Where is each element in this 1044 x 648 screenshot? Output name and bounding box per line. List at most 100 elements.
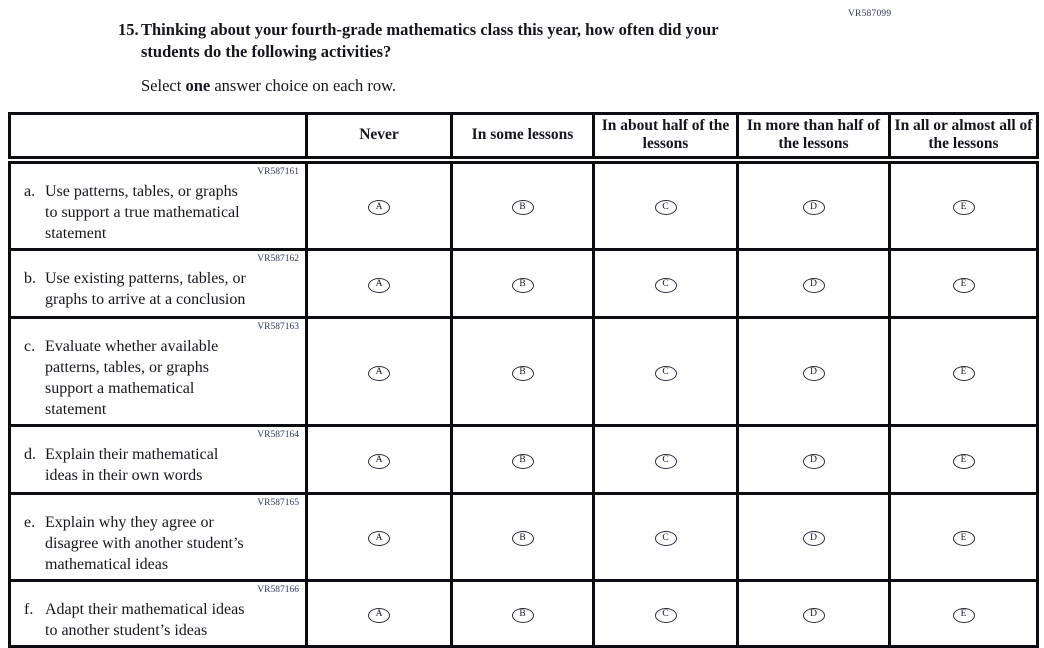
answer-bubble-c-half[interactable]: C <box>654 365 677 381</box>
answer-bubble-b-more[interactable]: D <box>802 277 825 293</box>
answer-bubble-d-never[interactable]: A <box>368 453 390 469</box>
answer-cell: C <box>592 578 739 648</box>
answer-bubble-c-all[interactable]: E <box>952 365 975 381</box>
column-header-more-than-half: In more than half of the lessons <box>736 112 891 164</box>
item-code: VR587165 <box>257 497 299 508</box>
answer-cell: D <box>736 158 891 251</box>
item-letter: b. <box>24 269 36 287</box>
answer-cell: A <box>305 491 453 582</box>
answer-cell: C <box>592 158 739 251</box>
answer-bubble-c-some[interactable]: B <box>511 365 534 381</box>
answer-cell: E <box>888 578 1039 648</box>
answer-bubble-e-some[interactable]: B <box>511 531 534 547</box>
answer-bubble-f-all[interactable]: E <box>952 607 975 623</box>
header-row: Never In some lessons In about half of t… <box>8 112 1039 164</box>
table-row-f: VR587166 f. Adapt their mathematical ide… <box>8 578 1039 648</box>
answer-cell: E <box>888 423 1039 495</box>
answer-bubble-a-some[interactable]: B <box>511 200 534 216</box>
item-letter: d. <box>24 445 36 463</box>
item-code: VR587163 <box>257 321 299 332</box>
answer-bubble-a-all[interactable]: E <box>952 200 975 216</box>
instruction-suffix: answer choice on each row. <box>210 76 397 95</box>
answer-cell: B <box>450 315 595 427</box>
answer-bubble-e-more[interactable]: D <box>802 531 825 547</box>
item-text: Use patterns, tables, or graphs to suppor… <box>45 182 240 242</box>
answer-bubble-b-never[interactable]: A <box>368 277 390 293</box>
answer-cell: D <box>736 578 891 648</box>
answer-cell: C <box>592 247 739 319</box>
item-code: VR587164 <box>257 429 299 440</box>
table-row-e: VR587165 e. Explain why they agree or dis… <box>8 491 1039 582</box>
item-text: Adapt their mathematical ideas to another… <box>45 600 245 639</box>
answer-bubble-b-all[interactable]: E <box>952 277 975 293</box>
column-header-some-lessons: In some lessons <box>450 112 595 164</box>
table-row-b: VR587162 b. Use existing patterns, table… <box>8 247 1039 319</box>
answer-cell: C <box>592 423 739 495</box>
answer-bubble-d-half[interactable]: C <box>654 453 677 469</box>
item-label-cell: VR587163 c. Evaluate whether available pa… <box>8 315 308 427</box>
answer-cell: A <box>305 315 453 427</box>
answer-cell: D <box>736 491 891 582</box>
answer-cell: B <box>450 491 595 582</box>
item-text: Explain their mathematical ideas in their… <box>45 445 219 484</box>
answer-bubble-a-more[interactable]: D <box>802 200 825 216</box>
item-text: Explain why they agree or disagree with a… <box>45 513 244 573</box>
answer-cell: B <box>450 247 595 319</box>
item-label-cell: VR587164 d. Explain their mathematical id… <box>8 423 308 495</box>
answer-bubble-d-all[interactable]: E <box>952 453 975 469</box>
answer-bubble-f-some[interactable]: B <box>511 607 534 623</box>
instruction-bold: one <box>185 76 211 95</box>
item-label-cell: VR587166 f. Adapt their mathematical ide… <box>8 578 308 648</box>
column-header-all-lessons: In all or almost all of the lessons <box>888 112 1039 164</box>
item-letter: a. <box>24 182 36 200</box>
answer-cell: A <box>305 578 453 648</box>
answer-cell: E <box>888 247 1039 319</box>
item-text: Use existing patterns, tables, or graphs … <box>45 269 246 308</box>
answer-cell: D <box>736 247 891 319</box>
answer-cell: B <box>450 158 595 251</box>
answer-bubble-e-all[interactable]: E <box>952 531 975 547</box>
answer-bubble-b-some[interactable]: B <box>511 277 534 293</box>
instruction-text: Select one answer choice on each row. <box>141 76 719 96</box>
question-text: Thinking about your fourth-grade mathema… <box>141 19 719 63</box>
item-label-cell: VR587165 e. Explain why they agree or dis… <box>8 491 308 582</box>
answer-cell: E <box>888 158 1039 251</box>
answer-bubble-d-some[interactable]: B <box>511 453 534 469</box>
answer-cell: C <box>592 315 739 427</box>
instruction-prefix: Select <box>141 76 186 95</box>
answer-cell: B <box>450 578 595 648</box>
item-code: VR587161 <box>257 166 299 177</box>
answer-cell: D <box>736 315 891 427</box>
question-line: students do the following activities? <box>141 42 392 61</box>
question-block: 15. Thinking about your fourth-grade mat… <box>118 19 719 96</box>
answer-bubble-e-half[interactable]: C <box>654 531 677 547</box>
answer-cell: A <box>305 423 453 495</box>
answer-bubble-f-never[interactable]: A <box>368 607 390 623</box>
answer-cell: E <box>888 491 1039 582</box>
question-table: Never In some lessons In about half of t… <box>8 112 1039 648</box>
answer-cell: D <box>736 423 891 495</box>
answer-cell: A <box>305 247 453 319</box>
item-letter: f. <box>24 600 34 618</box>
answer-bubble-f-more[interactable]: D <box>802 607 825 623</box>
item-code: VR587162 <box>257 253 299 264</box>
column-header-never: Never <box>305 112 453 164</box>
form-code: VR587099 <box>848 9 892 19</box>
answer-bubble-c-never[interactable]: A <box>368 365 390 381</box>
item-letter: c. <box>24 337 36 355</box>
item-label-cell: VR587162 b. Use existing patterns, table… <box>8 247 308 319</box>
answer-bubble-e-never[interactable]: A <box>368 531 390 547</box>
column-header-about-half: In about half of the lessons <box>592 112 739 164</box>
question-line: Thinking about your fourth-grade mathema… <box>141 20 719 39</box>
answer-cell: B <box>450 423 595 495</box>
answer-bubble-b-half[interactable]: C <box>654 277 677 293</box>
answer-bubble-a-half[interactable]: C <box>654 200 677 216</box>
item-label-cell: VR587161 a. Use patterns, tables, or gra… <box>8 158 308 251</box>
answer-bubble-a-never[interactable]: A <box>368 200 390 216</box>
item-code: VR587166 <box>257 584 299 595</box>
answer-bubble-f-half[interactable]: C <box>654 607 677 623</box>
answer-bubble-c-more[interactable]: D <box>802 365 825 381</box>
corner-cell <box>8 112 308 164</box>
answer-bubble-d-more[interactable]: D <box>802 453 825 469</box>
table-row-c: VR587163 c. Evaluate whether available pa… <box>8 315 1039 427</box>
